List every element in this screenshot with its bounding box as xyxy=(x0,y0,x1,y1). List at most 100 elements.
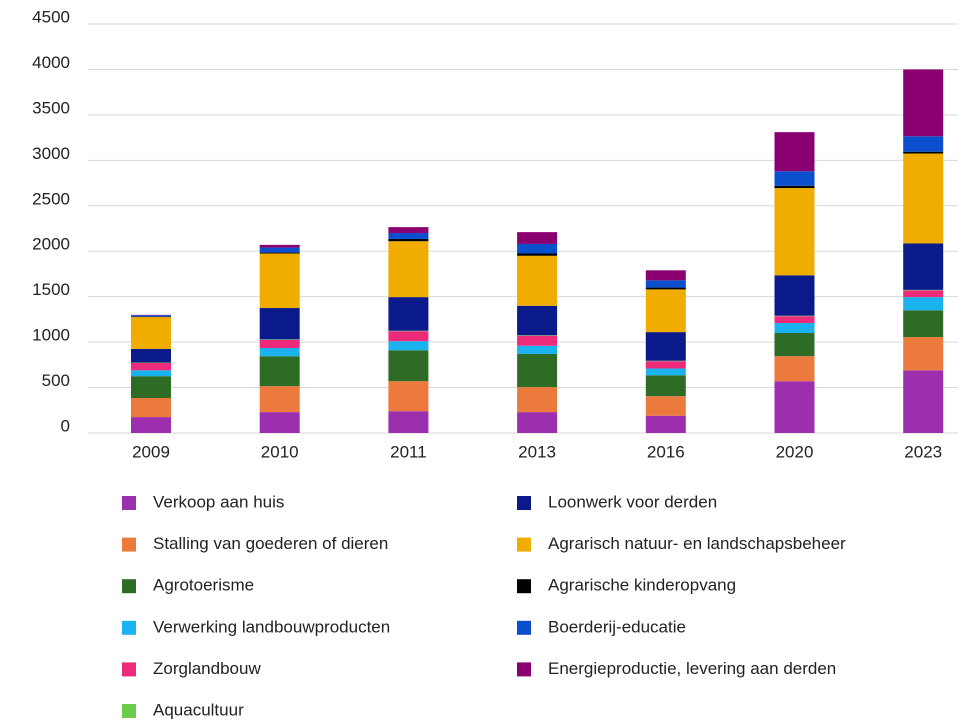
legend-swatch xyxy=(122,537,136,552)
bar-segment xyxy=(259,244,300,248)
bar-segment xyxy=(903,337,944,371)
bar-segment xyxy=(259,356,300,387)
bar-segment xyxy=(259,252,300,254)
bar-segment xyxy=(517,335,558,346)
legend-label: Zorglandbouw xyxy=(153,659,261,678)
bar-segment xyxy=(388,233,429,239)
legend-swatch xyxy=(517,537,531,552)
legend-label: Agrarische kinderopvang xyxy=(548,576,736,595)
legend-label: Verwerking landbouwproducten xyxy=(153,617,390,636)
bar-segment xyxy=(131,348,171,363)
bar-segment xyxy=(903,370,944,433)
legend-swatch xyxy=(517,579,531,594)
bar-segment xyxy=(903,136,944,152)
bar-segment xyxy=(259,348,300,357)
bar-segment xyxy=(645,396,686,416)
bar-segment xyxy=(517,243,558,254)
legend-label: Aquacultuur xyxy=(153,700,244,719)
bar-segment xyxy=(903,69,944,137)
legend-swatch xyxy=(122,662,136,677)
bar-segment xyxy=(903,243,944,290)
bar-segment xyxy=(517,253,558,256)
legend-swatch xyxy=(517,496,531,510)
legend-label: Agrarisch natuur- en landschapsbeheer xyxy=(548,534,846,553)
bar-segment xyxy=(388,331,429,342)
legend-swatch xyxy=(517,662,531,677)
bar-segment xyxy=(774,323,815,334)
bar-segment xyxy=(774,381,815,433)
x-tick-label: 2016 xyxy=(647,442,685,461)
y-tick-label: 0 xyxy=(61,416,70,435)
bar-segment xyxy=(645,289,686,333)
bar-segment xyxy=(131,417,171,433)
y-tick-label: 1000 xyxy=(32,326,70,345)
bar-segment xyxy=(388,297,429,331)
bar-segment xyxy=(131,398,171,418)
y-tick-label: 2500 xyxy=(32,189,70,208)
bar-segment xyxy=(774,333,815,357)
legend-label: Stalling van goederen of dieren xyxy=(153,534,388,553)
bar-segment xyxy=(903,297,944,311)
bar-segment xyxy=(259,412,300,433)
bar-segment xyxy=(774,275,815,316)
bar-segment xyxy=(645,375,686,397)
legend-label: Energieproductie, levering aan derden xyxy=(548,659,836,678)
bar-segment xyxy=(645,415,686,433)
legend-label: Agrotoerisme xyxy=(153,576,254,595)
y-tick-label: 4000 xyxy=(32,53,70,72)
y-tick-label: 1500 xyxy=(32,280,70,299)
legend-swatch xyxy=(122,620,136,635)
bar-segment xyxy=(259,247,300,253)
x-tick-label: 2009 xyxy=(132,442,170,461)
bar-segment xyxy=(645,287,686,290)
bar-segment xyxy=(131,317,171,349)
legend-swatch xyxy=(122,704,136,718)
bar-segment xyxy=(645,361,686,369)
y-tick-label: 4500 xyxy=(32,7,70,26)
bar-segment xyxy=(774,356,815,382)
bar-segment xyxy=(774,132,815,172)
bar-segment xyxy=(388,381,429,412)
bar-segment xyxy=(517,255,558,306)
bar-segment xyxy=(645,332,686,361)
y-tick-label: 2000 xyxy=(32,235,70,254)
x-tick-label: 2013 xyxy=(518,442,556,461)
legend-swatch xyxy=(122,579,136,594)
bar-segment xyxy=(645,368,686,376)
x-tick-label: 2023 xyxy=(904,442,942,461)
bar-segment xyxy=(259,308,300,340)
bar-segment xyxy=(903,290,944,298)
y-tick-label: 3500 xyxy=(32,98,70,117)
bar-segment xyxy=(259,339,300,349)
bar-segment xyxy=(903,153,944,244)
bar-segment xyxy=(388,238,429,242)
y-tick-label: 3000 xyxy=(32,144,70,163)
bar-segment xyxy=(131,370,171,377)
bar-segment xyxy=(388,341,429,351)
bar-segment xyxy=(517,345,558,354)
bar-segment xyxy=(645,280,686,288)
legend-swatch xyxy=(517,620,531,635)
legend-swatch xyxy=(122,496,136,510)
bar-segment xyxy=(388,411,429,433)
x-tick-label: 2010 xyxy=(261,442,299,461)
y-tick-label: 500 xyxy=(42,371,70,390)
x-tick-label: 2020 xyxy=(776,442,814,461)
bar-segment xyxy=(774,316,815,324)
bar-segment xyxy=(517,412,558,433)
legend-label: Verkoop aan huis xyxy=(153,492,284,511)
bar-segment xyxy=(517,232,558,244)
bar-segment xyxy=(645,270,686,281)
bar-segment xyxy=(388,350,429,382)
bar-segment xyxy=(517,305,558,336)
bar-segment xyxy=(388,241,429,298)
bar-segment xyxy=(259,386,300,413)
bar-segment xyxy=(517,353,558,388)
bar-segment xyxy=(903,310,944,338)
bar-segment xyxy=(774,185,815,189)
bar-segment xyxy=(131,376,171,399)
bar-segment xyxy=(903,151,944,154)
bar-segment xyxy=(259,253,300,309)
bar-segment xyxy=(131,363,171,371)
